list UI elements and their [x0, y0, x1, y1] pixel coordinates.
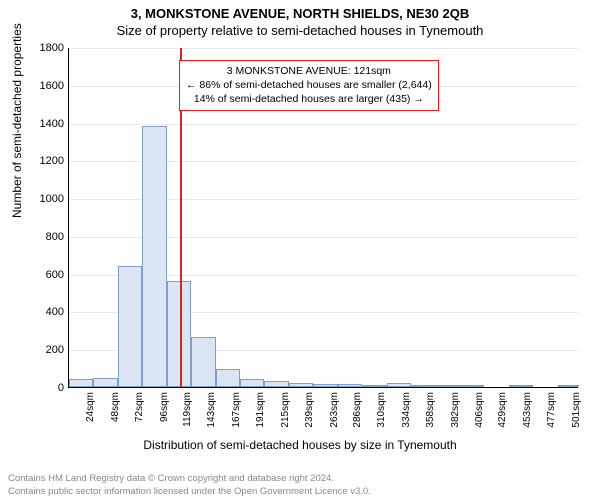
- histogram-bar: [509, 385, 533, 387]
- x-tick-label: 334sqm: [401, 392, 412, 428]
- annotation-box: 3 MONKSTONE AVENUE: 121sqm← 86% of semi-…: [179, 60, 439, 111]
- x-tick-label: 406sqm: [474, 392, 485, 428]
- gridline: [69, 124, 578, 125]
- y-tick-label: 600: [24, 269, 64, 281]
- x-tick-label: 382sqm: [450, 392, 461, 428]
- footer-line2: Contains public sector information licen…: [8, 486, 371, 498]
- histogram-bar: [191, 337, 215, 387]
- y-tick-label: 1600: [24, 80, 64, 92]
- annotation-line3: 14% of semi-detached houses are larger (…: [186, 92, 432, 106]
- x-tick-label: 167sqm: [231, 392, 242, 428]
- y-tick-label: 0: [24, 382, 64, 394]
- histogram-bar: [93, 378, 117, 387]
- x-tick-label: 239sqm: [304, 392, 315, 428]
- chart-title-line1: 3, MONKSTONE AVENUE, NORTH SHIELDS, NE30…: [0, 0, 600, 21]
- footer-line1: Contains HM Land Registry data © Crown c…: [8, 473, 371, 485]
- x-tick-label: 24sqm: [85, 392, 96, 422]
- y-tick-label: 1400: [24, 118, 64, 130]
- x-tick-label: 453sqm: [522, 392, 533, 428]
- histogram-bar: [69, 379, 93, 387]
- histogram-bar: [558, 385, 579, 387]
- y-tick-label: 1800: [24, 42, 64, 54]
- histogram-bar: [411, 385, 435, 387]
- histogram-bar: [264, 381, 288, 387]
- gridline: [69, 48, 578, 49]
- x-tick-label: 501sqm: [571, 392, 582, 428]
- x-tick-label: 119sqm: [182, 392, 193, 427]
- y-tick-label: 400: [24, 306, 64, 318]
- histogram-bar: [142, 126, 166, 387]
- x-tick-label: 310sqm: [376, 392, 387, 428]
- plot-frame: 02004006008001000120014001600180024sqm48…: [68, 48, 578, 388]
- x-tick-label: 358sqm: [425, 392, 436, 428]
- y-tick-label: 1200: [24, 155, 64, 167]
- histogram-bar: [387, 383, 411, 387]
- histogram-bar: [435, 385, 459, 387]
- histogram-bar: [289, 383, 313, 387]
- x-tick-label: 96sqm: [159, 392, 170, 422]
- chart-title-line2: Size of property relative to semi-detach…: [0, 21, 600, 38]
- histogram-bar: [362, 385, 386, 387]
- x-tick-label: 477sqm: [546, 392, 557, 428]
- x-axis-label: Distribution of semi-detached houses by …: [0, 438, 600, 452]
- x-tick-label: 215sqm: [280, 392, 291, 428]
- histogram-bar: [216, 369, 240, 387]
- annotation-line1: 3 MONKSTONE AVENUE: 121sqm: [186, 64, 432, 78]
- y-tick-label: 800: [24, 231, 64, 243]
- plot-area: 02004006008001000120014001600180024sqm48…: [68, 48, 578, 388]
- x-tick-label: 429sqm: [497, 392, 508, 428]
- x-tick-label: 286sqm: [352, 392, 363, 428]
- y-axis-label: Number of semi-detached properties: [10, 23, 24, 218]
- histogram-bar: [338, 384, 362, 387]
- histogram-bar: [240, 379, 264, 387]
- annotation-line2: ← 86% of semi-detached houses are smalle…: [186, 78, 432, 92]
- histogram-bar: [118, 266, 142, 387]
- histogram-bar: [460, 385, 484, 387]
- chart-container: 3, MONKSTONE AVENUE, NORTH SHIELDS, NE30…: [0, 0, 600, 500]
- footer-attribution: Contains HM Land Registry data © Crown c…: [8, 473, 371, 498]
- x-tick-label: 191sqm: [255, 392, 266, 428]
- y-tick-label: 200: [24, 344, 64, 356]
- x-tick-label: 143sqm: [206, 392, 217, 428]
- x-tick-label: 48sqm: [110, 392, 121, 422]
- histogram-bar: [313, 384, 337, 387]
- x-tick-label: 72sqm: [134, 392, 145, 422]
- y-tick-label: 1000: [24, 193, 64, 205]
- x-tick-label: 263sqm: [329, 392, 340, 428]
- histogram-bar: [167, 281, 191, 387]
